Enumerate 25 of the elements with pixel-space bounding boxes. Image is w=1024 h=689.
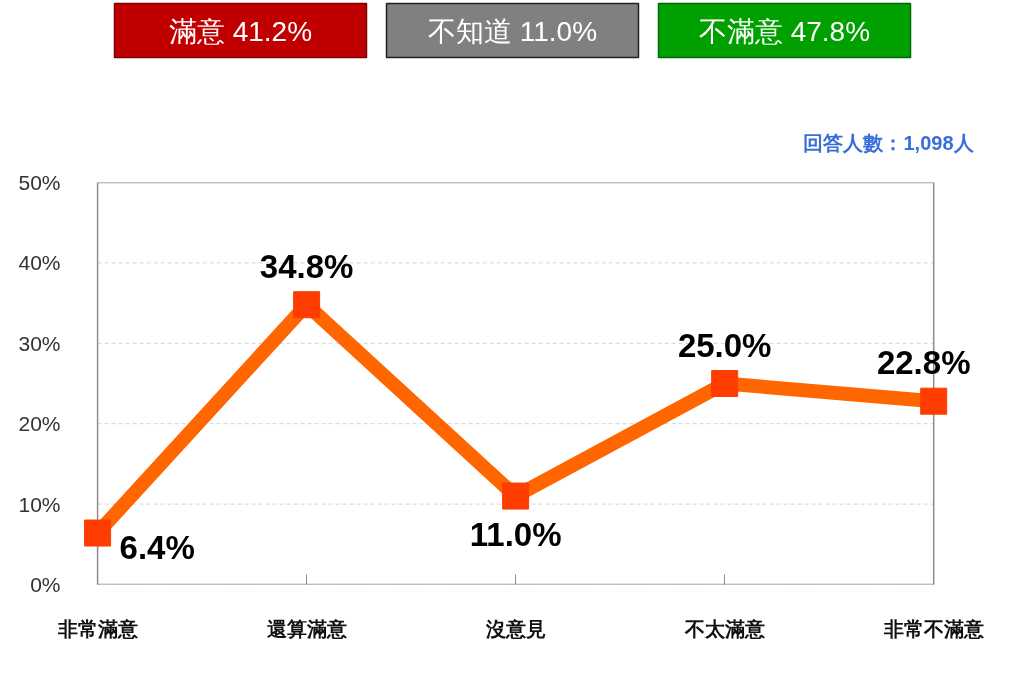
text: 回答人數：1,098人 bbox=[803, 131, 975, 154]
data-label: 11.0% bbox=[469, 516, 562, 554]
y-tick-label: 40% bbox=[18, 251, 61, 275]
y-tick-label: 50% bbox=[18, 171, 61, 194]
x-tick-label: 沒意見 bbox=[484, 616, 546, 641]
data-label: 34.8% bbox=[259, 247, 354, 285]
point bbox=[84, 519, 112, 547]
y-tick-label: 30% bbox=[18, 331, 61, 355]
x-tick-label: 還算滿意 bbox=[266, 616, 348, 641]
point bbox=[711, 370, 739, 397]
x-tick-label: 不太滿意 bbox=[683, 616, 766, 641]
point bbox=[293, 291, 321, 319]
data-label: 6.4% bbox=[119, 529, 195, 567]
y-tick-label: 20% bbox=[18, 412, 61, 436]
point bbox=[920, 387, 948, 415]
text: 滿意 41.2% bbox=[168, 16, 313, 47]
text: 不知道 11.0% bbox=[427, 16, 598, 47]
data-label: 25.0% bbox=[677, 326, 772, 364]
data-label: 22.8% bbox=[876, 344, 971, 382]
text: 不滿意 47.8% bbox=[698, 16, 871, 47]
x-tick-label: 非常不滿意 bbox=[882, 616, 985, 641]
y-tick-label: 10% bbox=[18, 492, 61, 516]
point bbox=[502, 482, 530, 510]
y-tick-label: 0% bbox=[30, 573, 61, 596]
x-tick-label: 非常滿意 bbox=[56, 616, 139, 641]
